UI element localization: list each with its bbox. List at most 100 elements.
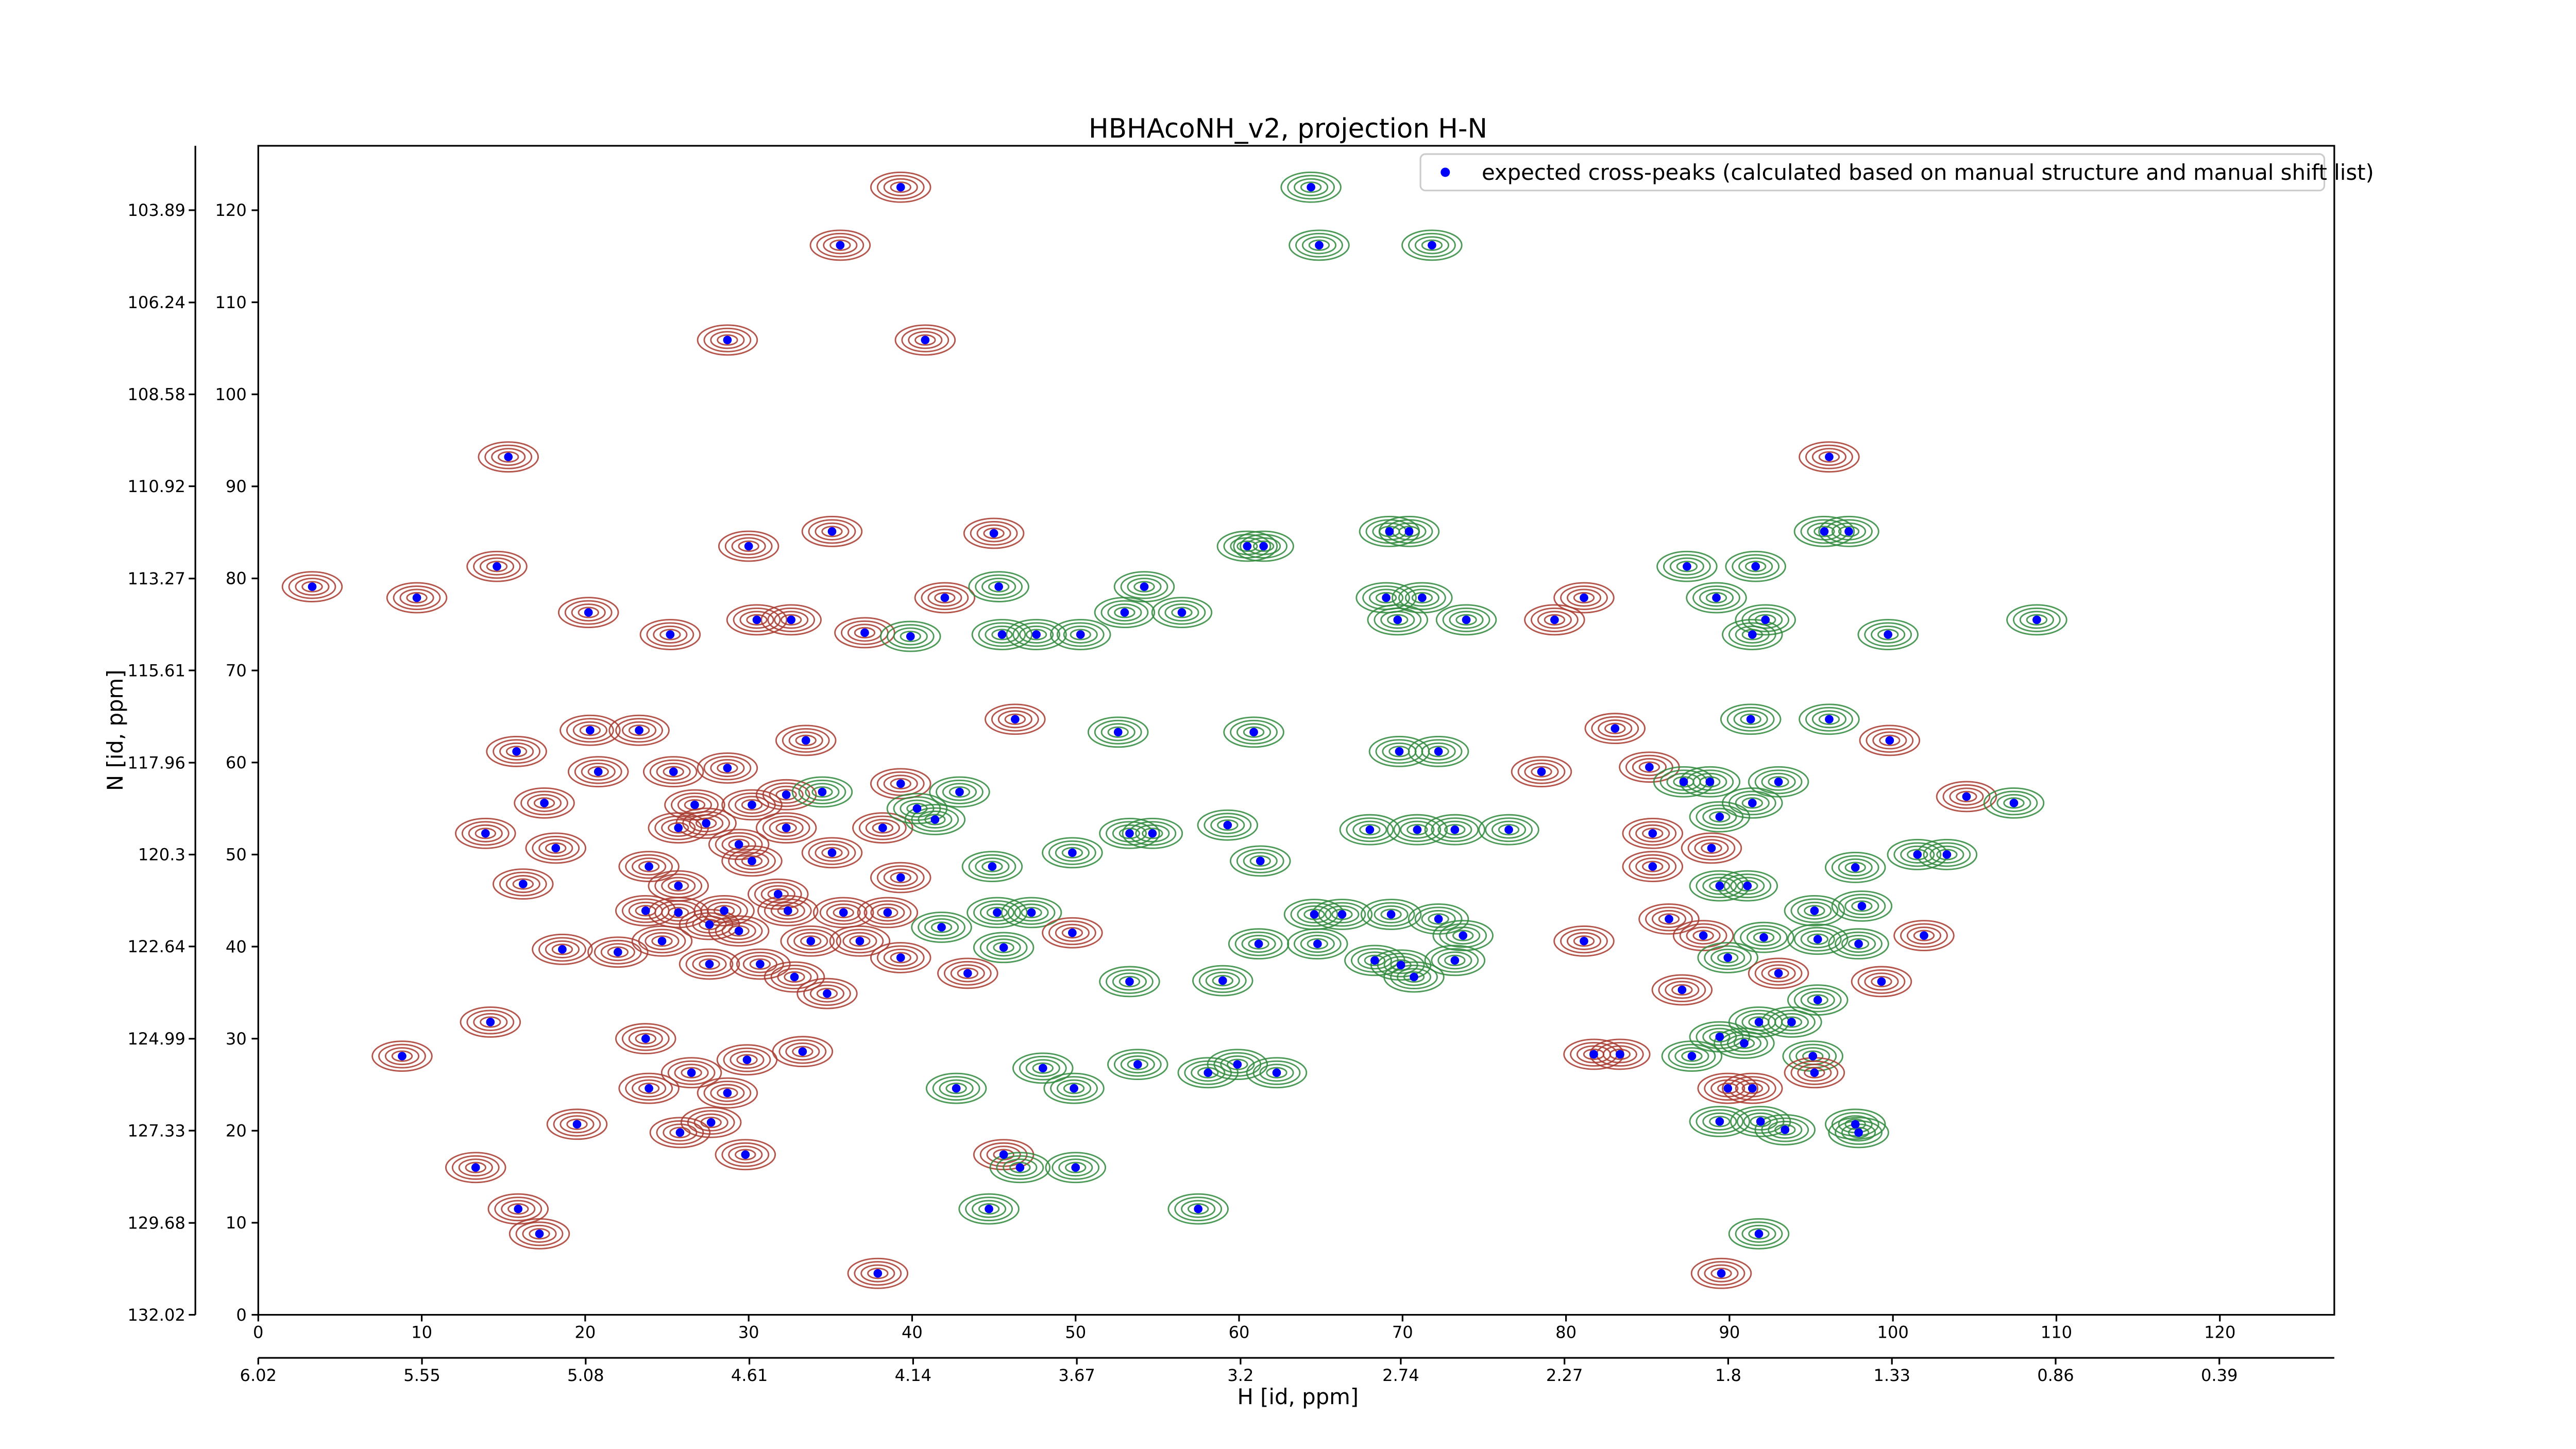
contour — [1900, 923, 1948, 948]
contour — [466, 1009, 515, 1035]
contour — [967, 897, 1028, 929]
contour — [1223, 716, 1284, 748]
contour — [734, 852, 770, 870]
contour — [731, 537, 766, 555]
cross-peak — [1723, 1084, 1733, 1093]
contour — [736, 1054, 758, 1066]
cross-peak — [398, 1052, 406, 1060]
contour — [1793, 926, 1842, 952]
contour — [378, 1043, 426, 1069]
cross-peak — [839, 908, 848, 917]
contour — [764, 898, 812, 923]
contour — [847, 1257, 909, 1289]
contour — [1293, 931, 1342, 956]
cross-peak — [641, 1034, 650, 1043]
contour — [1300, 935, 1335, 953]
contour — [1632, 758, 1667, 777]
contour — [1710, 1268, 1732, 1279]
contour — [1929, 845, 1964, 864]
contour — [976, 524, 1011, 543]
contour — [1437, 820, 1472, 839]
contour — [1452, 930, 1474, 941]
y-tick-label: 110 — [215, 293, 246, 312]
contour — [2003, 797, 2025, 809]
contour — [908, 331, 943, 349]
cross-peak — [540, 799, 549, 807]
cross-peak — [1459, 931, 1468, 940]
contour — [645, 932, 680, 950]
contour — [1877, 629, 1899, 641]
contour — [1001, 897, 1062, 929]
contour — [1740, 925, 1788, 950]
contour — [948, 786, 971, 798]
contour — [876, 945, 925, 970]
contour — [515, 1221, 564, 1246]
contour — [1043, 1072, 1105, 1104]
contour — [961, 851, 1023, 882]
contour — [1949, 787, 1984, 806]
y2-tick-label: 110.92 — [127, 477, 185, 496]
contour — [1019, 1055, 1067, 1081]
contour — [1761, 772, 1796, 791]
contour — [863, 900, 912, 925]
contour — [1851, 966, 1912, 998]
contour — [1380, 908, 1402, 920]
contour — [1048, 920, 1096, 946]
contour — [1996, 794, 2031, 812]
contour — [1733, 921, 1794, 953]
contour — [1404, 588, 1439, 607]
cross-peak — [702, 819, 711, 828]
contour — [1774, 1013, 1809, 1032]
contour — [1730, 877, 1765, 895]
contour — [816, 988, 838, 1000]
y-tick-label: 80 — [226, 569, 247, 588]
contour — [1838, 526, 1860, 537]
contour — [1056, 622, 1105, 647]
contour — [1697, 1072, 1758, 1104]
contour — [767, 607, 816, 632]
cross-peak — [912, 804, 922, 813]
contour — [1295, 232, 1343, 258]
contour — [486, 735, 547, 767]
contour — [1754, 1114, 1816, 1145]
contour — [876, 175, 925, 200]
contour — [796, 978, 858, 1009]
cross-peak — [1825, 452, 1834, 462]
contour — [1761, 964, 1796, 983]
contour — [1234, 931, 1283, 956]
contour — [993, 941, 1014, 953]
contour — [728, 792, 776, 817]
contour — [507, 1203, 529, 1215]
contour — [667, 906, 689, 919]
contour — [679, 948, 740, 980]
contour — [1414, 236, 1449, 255]
contour — [872, 822, 894, 834]
cross-peak — [860, 628, 869, 637]
contour — [1359, 824, 1381, 836]
contour — [1259, 1064, 1294, 1082]
contour — [1735, 1221, 1783, 1246]
contour — [1003, 1158, 1038, 1177]
cross-peak — [1113, 728, 1123, 737]
contour — [1735, 1079, 1770, 1098]
contour — [1598, 719, 1633, 738]
x-tick-label: 30 — [738, 1323, 759, 1342]
cross-peak — [1148, 829, 1157, 838]
contour — [1048, 840, 1096, 865]
cross-peak — [783, 906, 792, 915]
contour — [533, 797, 555, 809]
contour — [1753, 932, 1775, 943]
cross-peak — [930, 815, 940, 824]
contour — [1414, 739, 1463, 764]
contour — [1793, 516, 1855, 547]
contour — [1133, 581, 1155, 593]
contour — [522, 1224, 557, 1243]
contour — [615, 718, 664, 743]
contour — [384, 1047, 420, 1066]
cross-peak — [690, 800, 699, 810]
contour — [1658, 913, 1680, 925]
cross-peak — [756, 959, 765, 969]
contour — [1061, 847, 1083, 858]
contour — [1437, 951, 1472, 970]
contour — [1063, 625, 1098, 644]
